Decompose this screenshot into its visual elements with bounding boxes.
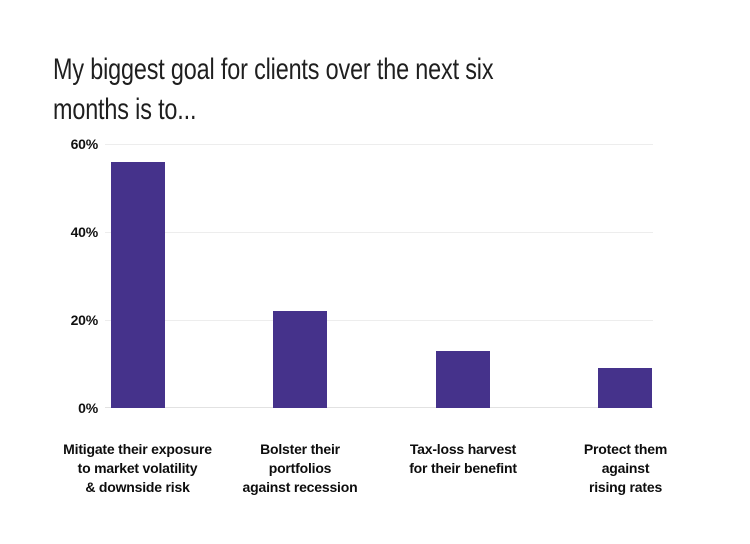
bar-mitigate-volatility	[110, 161, 165, 408]
bar-protect-rising-rates	[598, 368, 652, 408]
y-tick-60: 60%	[70, 136, 99, 152]
bar-tax-loss-harvest	[435, 350, 490, 408]
x-label-protect-rising-rates: Protect them against rising rates	[583, 441, 668, 495]
x-label-mitigate-volatility: Mitigate their exposure to market volati…	[63, 441, 212, 495]
gridline-60	[105, 144, 653, 145]
gridline-40	[105, 232, 653, 233]
x-axis-line	[105, 407, 653, 408]
gridline-20	[105, 320, 653, 321]
x-label-bolster-portfolios: Bolster their portfolios against recessi…	[242, 441, 358, 495]
chart-title: My biggest goal for clients over the nex…	[53, 53, 494, 127]
y-tick-0: 0%	[78, 400, 98, 416]
bar-bolster-portfolios	[273, 311, 327, 408]
plot-area	[105, 144, 653, 408]
y-tick-40: 40%	[70, 224, 99, 240]
y-tick-20: 20%	[70, 312, 99, 328]
x-label-tax-loss-harvest: Tax-loss harvest for their benefint	[409, 441, 517, 476]
